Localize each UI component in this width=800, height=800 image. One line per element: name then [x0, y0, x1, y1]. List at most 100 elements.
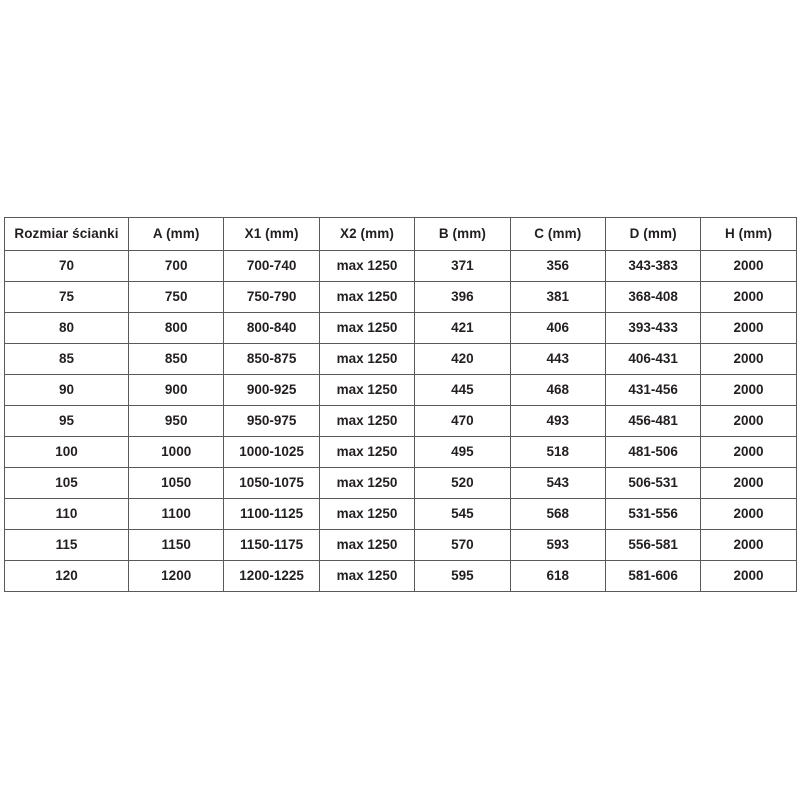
cell-b: 545 [414, 498, 511, 530]
table-row: 115 1150 1150-1175 max 1250 570 593 556-581 200… [4, 529, 797, 561]
cell-b: 495 [414, 436, 511, 468]
cell-b: 520 [414, 467, 511, 499]
cell-x1: 1150-1175 [223, 529, 320, 561]
cell-d: 343-383 [604, 250, 702, 282]
cell-b: 396 [414, 281, 511, 313]
cell-c: 568 [509, 498, 606, 530]
cell-c: 493 [509, 405, 606, 437]
column-header-x2: X2 (mm) [318, 217, 416, 251]
cell-a: 1100 [127, 498, 225, 530]
cell-a: 1150 [127, 529, 225, 561]
cell-h: 2000 [700, 281, 797, 313]
cell-x1: 1000-1025 [223, 436, 320, 468]
cell-h: 2000 [700, 436, 797, 468]
cell-a: 750 [127, 281, 225, 313]
cell-a: 800 [127, 312, 225, 344]
cell-x2: max 1250 [318, 560, 416, 592]
cell-x1: 850-875 [223, 343, 320, 375]
table-row: 110 1100 1100-1125 max 1250 545 568 531-556 200… [4, 498, 797, 530]
table-row: 120 1200 1200-1225 max 1250 595 618 581-606 200… [4, 560, 797, 592]
cell-x1: 800-840 [223, 312, 320, 344]
cell-c: 618 [509, 560, 606, 592]
cell-size: 80 [4, 312, 129, 344]
cell-b: 445 [414, 374, 511, 406]
cell-d: 406-431 [604, 343, 702, 375]
table-row: 70 700 700-740 max 1250 371 356 343-383 2000 [4, 250, 797, 282]
cell-d: 506-531 [604, 467, 702, 499]
cell-x2: max 1250 [318, 250, 416, 282]
cell-x2: max 1250 [318, 467, 416, 499]
table-header-row: Rozmiar ścianki A (mm) X1 (mm) X2 (mm) B… [4, 217, 797, 251]
cell-b: 371 [414, 250, 511, 282]
cell-c: 381 [509, 281, 606, 313]
cell-d: 393-433 [604, 312, 702, 344]
cell-a: 1050 [127, 467, 225, 499]
cell-size: 100 [4, 436, 129, 468]
cell-size: 90 [4, 374, 129, 406]
cell-d: 431-456 [604, 374, 702, 406]
table-row: 100 1000 1000-1025 max 1250 495 518 481-506 200… [4, 436, 797, 468]
cell-b: 470 [414, 405, 511, 437]
cell-a: 1200 [127, 560, 225, 592]
cell-size: 95 [4, 405, 129, 437]
cell-h: 2000 [700, 405, 797, 437]
cell-x2: max 1250 [318, 312, 416, 344]
cell-a: 900 [127, 374, 225, 406]
cell-b: 570 [414, 529, 511, 561]
cell-h: 2000 [700, 343, 797, 375]
cell-x2: max 1250 [318, 281, 416, 313]
cell-h: 2000 [700, 374, 797, 406]
table-row: 85 850 850-875 max 1250 420 443 406-431 2000 [4, 343, 797, 375]
cell-a: 950 [127, 405, 225, 437]
column-header-size: Rozmiar ścianki [4, 217, 129, 251]
cell-c: 518 [509, 436, 606, 468]
cell-d: 581-606 [604, 560, 702, 592]
cell-d: 456-481 [604, 405, 702, 437]
cell-size: 85 [4, 343, 129, 375]
cell-x1: 1100-1125 [223, 498, 320, 530]
cell-d: 481-506 [604, 436, 702, 468]
table-header: Rozmiar ścianki A (mm) X1 (mm) X2 (mm) B… [4, 217, 797, 251]
cell-c: 593 [509, 529, 606, 561]
cell-c: 443 [509, 343, 606, 375]
cell-a: 850 [127, 343, 225, 375]
cell-x2: max 1250 [318, 374, 416, 406]
cell-c: 406 [509, 312, 606, 344]
cell-c: 356 [509, 250, 606, 282]
column-header-x1: X1 (mm) [223, 217, 320, 251]
cell-x2: max 1250 [318, 405, 416, 437]
cell-size: 70 [4, 250, 129, 282]
cell-x1: 750-790 [223, 281, 320, 313]
cell-d: 531-556 [604, 498, 702, 530]
cell-size: 105 [4, 467, 129, 499]
cell-a: 1000 [127, 436, 225, 468]
cell-x2: max 1250 [318, 343, 416, 375]
cell-h: 2000 [700, 467, 797, 499]
column-header-c: C (mm) [509, 217, 606, 251]
cell-d: 368-408 [604, 281, 702, 313]
cell-a: 700 [127, 250, 225, 282]
cell-c: 543 [509, 467, 606, 499]
table-row: 95 950 950-975 max 1250 470 493 456-481 2000 [4, 405, 797, 437]
cell-x1: 900-925 [223, 374, 320, 406]
cell-d: 556-581 [604, 529, 702, 561]
cell-size: 75 [4, 281, 129, 313]
cell-h: 2000 [700, 560, 797, 592]
cell-h: 2000 [700, 498, 797, 530]
cell-x1: 1050-1075 [223, 467, 320, 499]
cell-h: 2000 [700, 529, 797, 561]
cell-x1: 950-975 [223, 405, 320, 437]
table-row: 105 1050 1050-1075 max 1250 520 543 506-531 200… [4, 467, 797, 499]
cell-size: 110 [4, 498, 129, 530]
table-row: 80 800 800-840 max 1250 421 406 393-433 2000 [4, 312, 797, 344]
cell-size: 120 [4, 560, 129, 592]
cell-h: 2000 [700, 312, 797, 344]
cell-b: 595 [414, 560, 511, 592]
specification-table-container: Rozmiar ścianki A (mm) X1 (mm) X2 (mm) B… [4, 217, 797, 592]
table-row: 75 750 750-790 max 1250 396 381 368-408 2000 [4, 281, 797, 313]
cell-b: 421 [414, 312, 511, 344]
cell-x2: max 1250 [318, 436, 416, 468]
column-header-d: D (mm) [604, 217, 702, 251]
cell-b: 420 [414, 343, 511, 375]
table-row: 90 900 900-925 max 1250 445 468 431-456 2000 [4, 374, 797, 406]
